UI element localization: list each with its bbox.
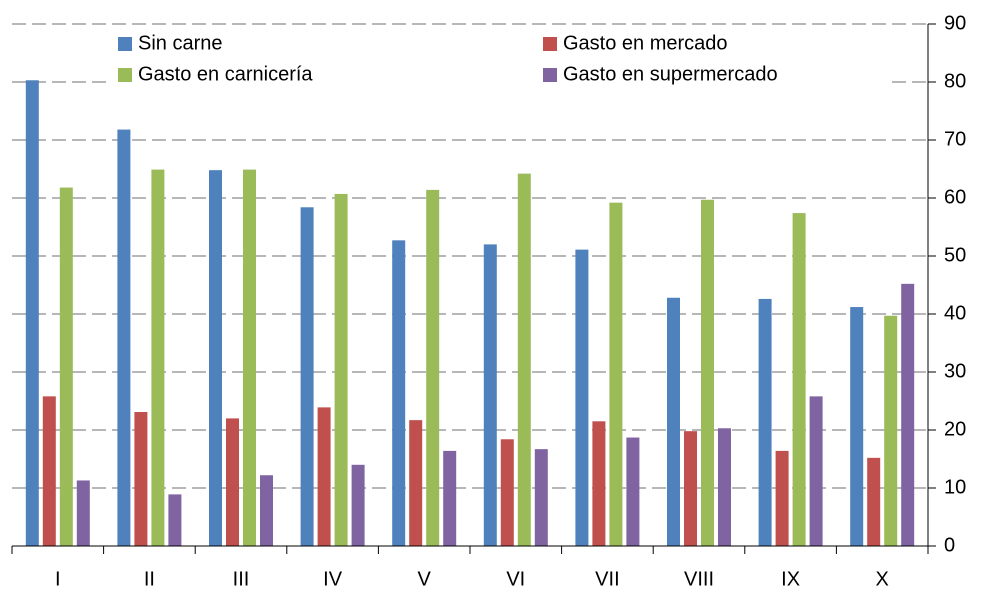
bar [409,420,423,546]
x-tick-label: X [876,568,889,590]
x-tick-label: I [55,568,61,590]
bar [592,421,606,546]
bar [300,207,314,546]
legend-swatch [543,37,557,51]
bar [42,396,56,546]
bar [351,464,365,546]
legend-label: Gasto en mercado [563,32,728,54]
bar [25,80,39,546]
bar [334,193,348,546]
legend-swatch [543,68,557,82]
bar [684,431,697,546]
legend-swatch [118,68,132,82]
bar [867,457,881,546]
legend-background [112,28,892,92]
x-tick-label: VIII [684,568,714,590]
bar [609,202,623,546]
bar [534,449,548,546]
y-tick-label: 70 [944,128,966,150]
x-tick-label: IV [323,568,343,590]
legend-label: Gasto en carnicería [138,63,313,85]
bar [226,418,239,546]
x-tick-label: V [418,568,432,590]
y-tick-label: 60 [944,186,966,208]
bar [701,199,714,547]
bar [134,412,148,546]
bar [667,297,680,546]
y-tick-label: 80 [944,70,966,92]
bar [809,396,823,546]
y-tick-label: 90 [944,12,966,34]
bar [76,480,90,546]
bar [775,450,789,546]
bar [884,315,898,546]
bar [59,187,73,546]
bar [626,437,640,546]
y-tick-label: 40 [944,302,966,324]
x-tick-label: IX [781,568,800,590]
x-tick-label: III [233,568,250,590]
bar [260,475,273,546]
y-tick-label: 20 [944,418,966,440]
x-tick-label: VII [595,568,619,590]
y-tick-label: 0 [944,534,955,556]
bar [392,240,406,546]
bar [517,173,531,546]
y-tick-label: 10 [944,476,966,498]
bar [575,249,589,546]
bar [117,129,131,546]
bar [483,244,497,546]
bar [209,170,222,546]
legend-label: Gasto en supermercado [563,63,778,85]
bar [151,169,165,546]
legend-swatch [118,37,132,51]
bar [792,213,806,546]
bar [426,189,440,546]
bar [500,439,514,546]
x-tick-label: VI [506,568,525,590]
legend-label: Sin carne [138,32,223,54]
y-tick-label: 50 [944,244,966,266]
bar [443,450,457,546]
y-tick-label: 30 [944,360,966,382]
bar [850,307,864,546]
bar [758,298,772,546]
bar [901,283,915,546]
bar [718,428,731,546]
bar [168,494,182,546]
bar [243,169,256,546]
bar [317,407,331,546]
x-tick-label: II [144,568,155,590]
